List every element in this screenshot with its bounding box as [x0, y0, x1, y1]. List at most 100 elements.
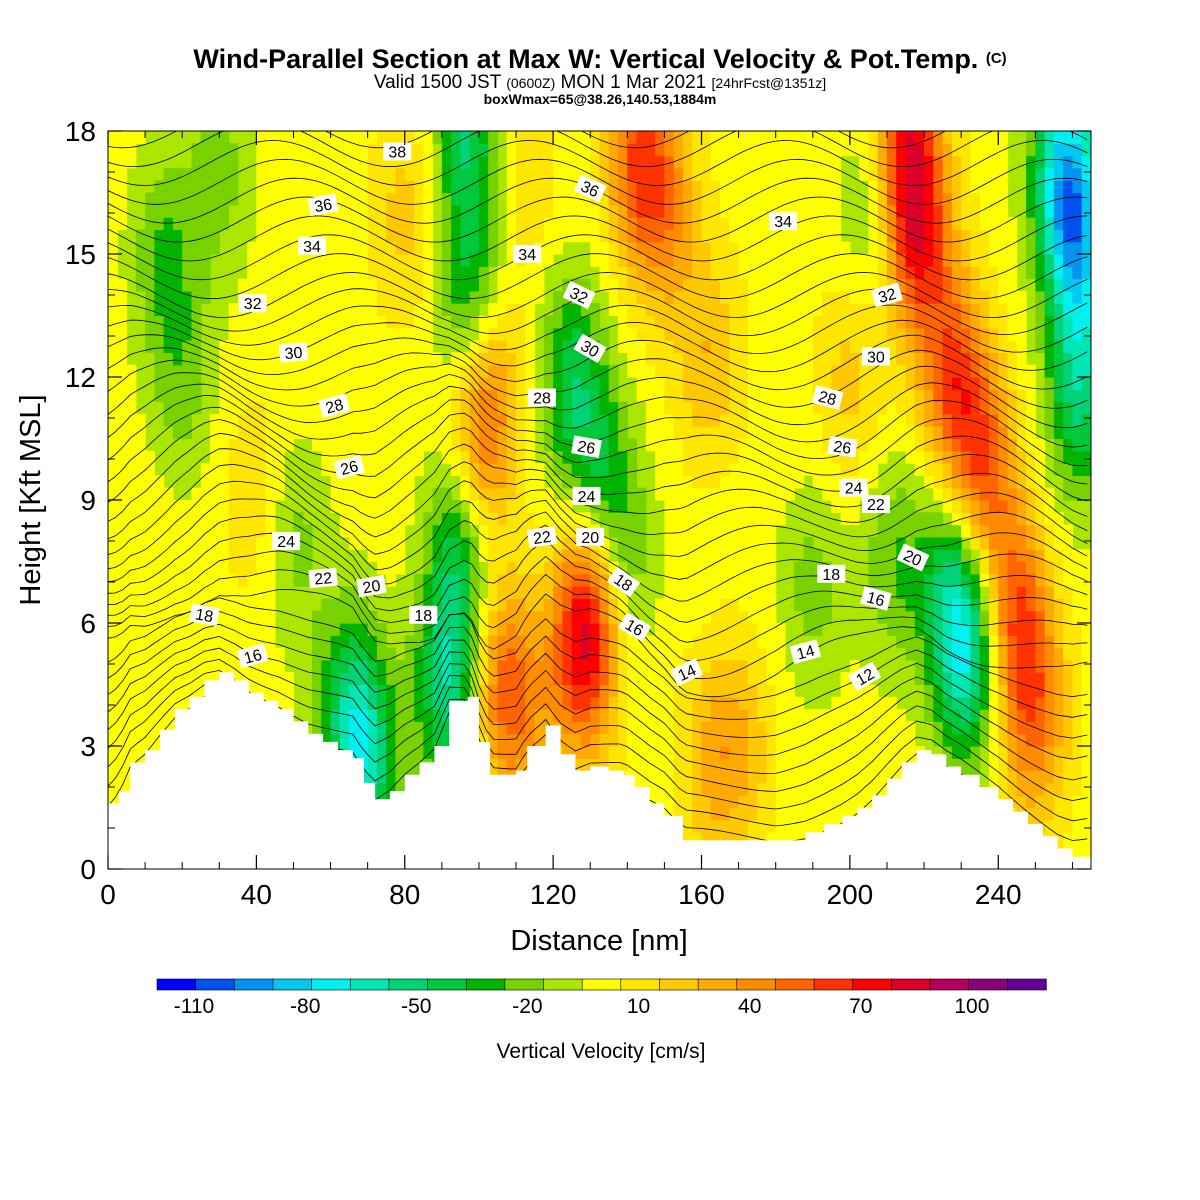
field-cell [256, 364, 267, 378]
field-cell [265, 217, 276, 230]
field-cell [423, 426, 434, 440]
field-cell [506, 500, 517, 513]
field-cell [979, 167, 990, 181]
field-cell [441, 204, 452, 218]
field-cell [886, 241, 897, 255]
field-cell [961, 463, 972, 476]
field-cell [506, 192, 517, 206]
field-cell [747, 746, 758, 759]
field-cell [525, 266, 536, 280]
field-cell [163, 303, 174, 317]
field-cell [682, 389, 693, 403]
field-cell [979, 610, 990, 624]
field-cell [441, 413, 452, 427]
field-cell [942, 155, 953, 169]
field-cell [766, 389, 777, 403]
field-cell [729, 746, 740, 759]
field-cell [924, 352, 934, 366]
field-cell [312, 290, 322, 304]
field-cell [154, 327, 165, 341]
field-cell [877, 229, 888, 243]
field-cell [265, 463, 276, 476]
field-cell [627, 450, 638, 464]
field-cell [664, 524, 675, 538]
field-cell [460, 512, 471, 526]
field-cell [478, 623, 489, 636]
field-cell [358, 635, 369, 649]
field-cell [534, 696, 545, 710]
field-cell [924, 610, 934, 624]
field-cell [710, 463, 721, 476]
field-cell [117, 610, 128, 624]
field-cell [636, 536, 647, 550]
field-cell [497, 758, 508, 772]
field-cell [497, 647, 508, 661]
field-cell [265, 647, 276, 661]
field-cell [775, 647, 786, 661]
field-cell [914, 586, 925, 599]
field-cell [321, 377, 332, 390]
field-cell [970, 217, 981, 230]
field-cell [423, 352, 434, 366]
field-cell [794, 340, 805, 353]
field-cell [525, 426, 536, 440]
field-cell [840, 672, 851, 686]
field-cell [580, 352, 591, 366]
field-cell [108, 241, 118, 255]
field-cell [210, 229, 220, 243]
field-cell [488, 573, 499, 587]
field-cell [478, 266, 489, 280]
field-cell [488, 635, 499, 649]
field-cell [330, 709, 341, 722]
field-cell [525, 180, 536, 194]
field-cell [924, 204, 934, 218]
field-cell [404, 746, 415, 759]
field-cell [775, 290, 786, 304]
field-cell [757, 672, 768, 686]
field-cell [692, 180, 703, 194]
field-cell [386, 290, 397, 304]
field-cell [117, 450, 128, 464]
field-cell [302, 180, 313, 194]
field-cell [608, 229, 619, 243]
field-cell [803, 623, 814, 636]
field-cell [312, 610, 322, 624]
field-cell [274, 217, 285, 230]
field-cell [247, 684, 257, 698]
field-cell [757, 463, 768, 476]
field-cell [386, 536, 397, 550]
field-cell [506, 217, 517, 230]
field-cell [339, 610, 350, 624]
field-cell [293, 327, 304, 341]
field-cell [784, 401, 795, 415]
field-cell [386, 463, 397, 476]
field-cell [710, 561, 721, 575]
field-cell [108, 696, 118, 710]
field-cell [376, 192, 387, 206]
field-cell [757, 819, 768, 833]
field-cell [590, 659, 601, 673]
field-cell [543, 623, 554, 636]
field-cell [182, 278, 193, 292]
field-cell [172, 278, 183, 292]
field-cell [618, 143, 628, 157]
field-cell [636, 672, 647, 686]
field-cell [831, 278, 842, 292]
field-cell [358, 389, 369, 403]
field-cell [914, 340, 925, 353]
field-cell [729, 733, 740, 747]
field-cell [358, 413, 369, 427]
field-cell [395, 549, 406, 563]
field-cell [979, 450, 990, 464]
field-cell [210, 561, 220, 575]
field-cell [961, 659, 972, 673]
field-cell [822, 167, 832, 181]
field-cell [933, 155, 944, 169]
field-cell [117, 672, 128, 686]
field-cell [571, 561, 582, 575]
field-cell [682, 413, 693, 427]
field-cell [757, 266, 768, 280]
field-cell [395, 364, 406, 378]
field-cell [506, 143, 517, 157]
field-cell [395, 303, 406, 317]
